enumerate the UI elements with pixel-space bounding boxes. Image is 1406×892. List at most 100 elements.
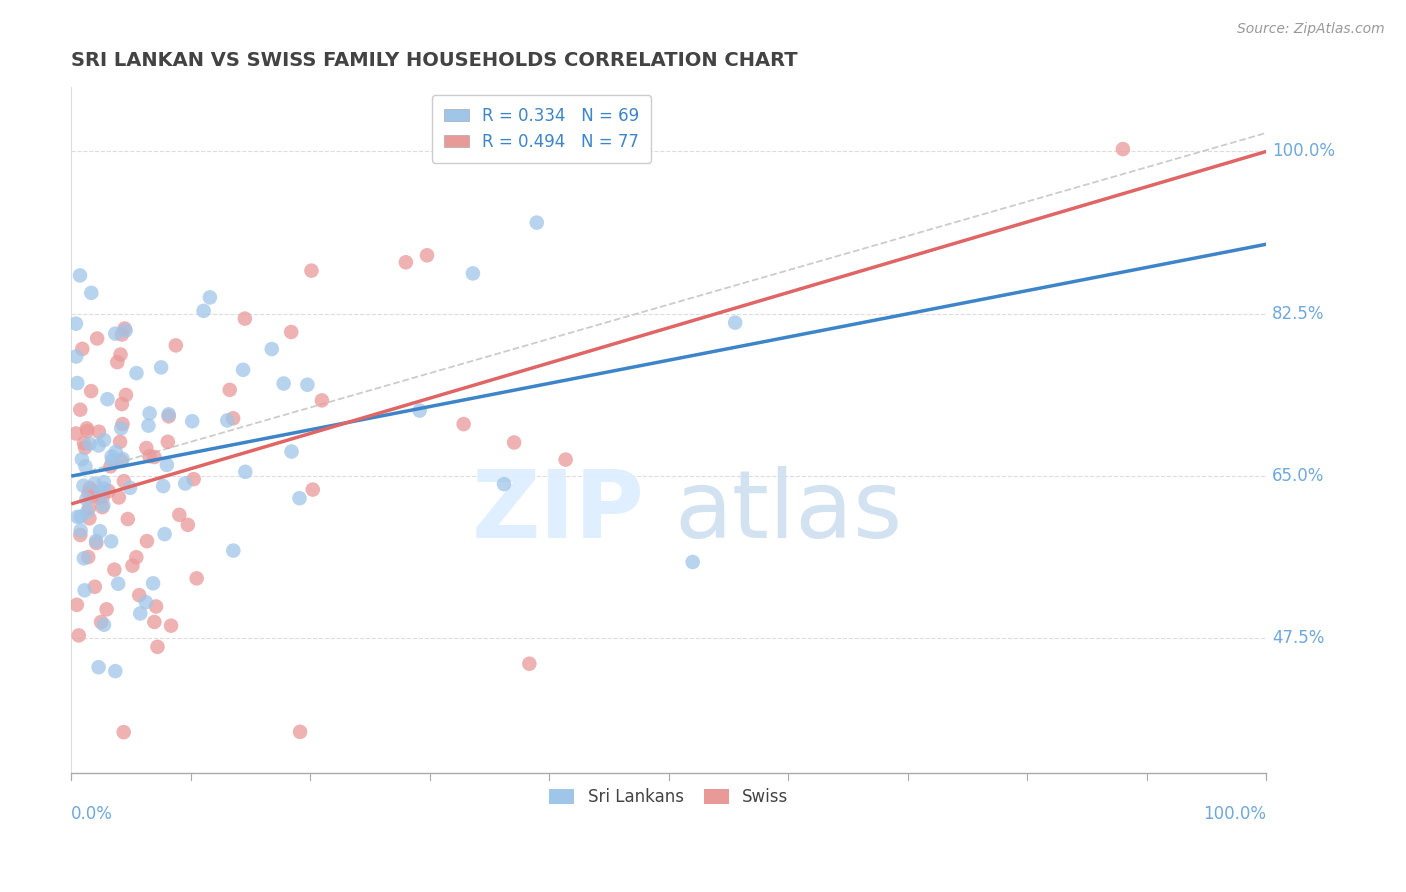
Point [87,425,110,439]
Point [136,534,159,549]
Point [83,476,105,491]
Point [77,486,100,500]
Point [152,479,174,493]
Point [233,311,256,326]
Point [76,424,98,438]
Point [80,285,103,300]
Point [301,483,323,497]
Point [198,290,221,304]
Point [93,475,115,490]
Point [135,441,157,455]
Text: ZIP: ZIP [472,467,645,558]
Point [97,483,120,498]
Point [145,599,167,614]
Point [301,263,323,277]
Point [77,549,100,564]
Point [416,248,439,262]
Point [91,490,114,504]
Text: 100.0%: 100.0% [1204,805,1267,823]
Point [86,331,108,345]
Point [311,393,333,408]
Point [79,481,101,495]
Point [461,267,484,281]
Point [138,418,160,433]
Point [153,527,176,541]
Point [138,406,160,420]
Text: 0.0%: 0.0% [72,805,112,823]
Point [75,492,97,507]
Point [125,366,148,380]
Point [160,618,183,632]
Point [77,500,100,515]
Point [114,321,136,335]
Point [181,414,204,428]
Point [183,472,205,486]
Point [138,449,160,463]
Point [100,534,122,549]
Point [554,452,576,467]
Text: atlas: atlas [675,467,903,558]
Point [157,407,180,421]
Point [526,216,548,230]
Point [110,347,132,361]
Point [186,571,208,585]
Point [69,402,91,417]
Point [69,509,91,524]
Point [222,411,245,425]
Point [87,660,110,674]
Point [93,433,115,447]
Point [104,326,127,341]
Point [73,441,96,455]
Point [177,517,200,532]
Point [73,551,96,566]
Point [724,316,747,330]
Point [297,377,319,392]
Point [143,615,166,629]
Text: 100.0%: 100.0% [1272,143,1336,161]
Point [65,426,87,441]
Text: SRI LANKAN VS SWISS FAMILY HOUSEHOLDS CORRELATION CHART: SRI LANKAN VS SWISS FAMILY HOUSEHOLDS CO… [72,51,797,70]
Point [280,444,302,458]
Point [96,602,118,616]
Point [114,324,136,338]
Point [165,338,187,352]
Point [103,563,125,577]
Point [69,268,91,283]
Point [84,536,107,550]
Point [169,508,191,522]
Point [288,491,311,506]
Point [174,476,197,491]
Point [121,558,143,573]
Point [65,350,87,364]
Point [110,421,132,435]
Point [108,434,131,449]
Text: 47.5%: 47.5% [1272,630,1324,648]
Point [129,607,152,621]
Point [100,459,122,474]
Point [83,488,105,502]
Point [84,533,107,548]
Point [112,474,135,488]
Point [93,617,115,632]
Point [682,555,704,569]
Point [111,417,134,431]
Point [70,452,93,467]
Point [150,360,173,375]
Point [115,388,138,402]
Point [143,450,166,464]
Point [107,576,129,591]
Point [111,397,134,411]
Point [453,417,475,431]
Point [408,403,430,417]
Point [1112,142,1135,156]
Point [73,583,96,598]
Point [232,363,254,377]
Text: 82.5%: 82.5% [1272,305,1324,323]
Point [105,355,128,369]
Point [104,664,127,678]
Text: Source: ZipAtlas.com: Source: ZipAtlas.com [1237,22,1385,37]
Point [110,454,132,468]
Point [80,483,103,498]
Point [128,588,150,602]
Point [91,500,114,515]
